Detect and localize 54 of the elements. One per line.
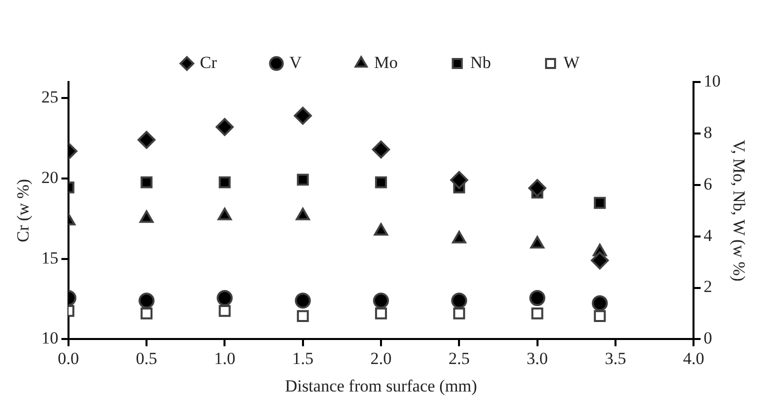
point: [531, 308, 544, 320]
legend-label: Nb: [470, 52, 492, 72]
point: [138, 130, 156, 149]
point: [530, 236, 544, 249]
point: [594, 310, 606, 322]
y-tick-label: 15: [41, 248, 58, 268]
point: [592, 295, 608, 312]
y2-tick-label: 6: [704, 174, 712, 194]
y2-tick-label: 4: [704, 226, 713, 245]
y2-tick-label: 2: [704, 277, 712, 296]
legend-label: Mo: [374, 52, 398, 72]
x-tick-label: 0.0: [58, 348, 80, 368]
y2-tick-label: 0: [704, 328, 712, 348]
point: [218, 304, 231, 317]
point: [375, 308, 387, 320]
point: [140, 308, 152, 320]
x-tick-label: 4.0: [682, 348, 704, 368]
x-tick-label: 1.0: [214, 348, 236, 368]
point: [590, 251, 609, 270]
point: [372, 140, 390, 159]
point: [594, 196, 606, 209]
point: [373, 292, 389, 309]
y2-axis-title: V, Mo, Nb, W (w %): [729, 140, 748, 282]
x-axis-title: Distance from surface (mm): [284, 376, 478, 396]
point: [453, 308, 466, 320]
x-tick-label: 2.5: [448, 348, 470, 368]
y2-tick-label: 10: [704, 71, 721, 90]
point: [294, 106, 312, 125]
legend-label: V: [289, 52, 302, 72]
x-tick-label: 2.0: [370, 348, 392, 368]
point: [528, 179, 546, 198]
x-tick-label: 3.5: [604, 348, 626, 368]
x-tick-label: 0.5: [136, 348, 158, 368]
y2-tick-label: 8: [704, 122, 712, 142]
point: [529, 290, 546, 306]
point: [140, 176, 152, 188]
point: [138, 292, 155, 309]
y-axis-title: Cr (w %): [14, 178, 33, 242]
point: [450, 171, 468, 190]
point: [451, 292, 468, 309]
y-tick-label: 20: [41, 168, 58, 187]
point: [294, 292, 311, 309]
point: [296, 310, 309, 322]
y-tick-label: 10: [41, 328, 58, 348]
point: [218, 176, 231, 188]
legend-label: Cr: [200, 52, 218, 72]
point: [216, 290, 233, 306]
point: [296, 174, 309, 186]
legend-label: W: [564, 52, 581, 72]
x-tick-label: 3.0: [526, 348, 548, 368]
point: [216, 118, 234, 136]
x-tick-label: 1.5: [292, 348, 314, 368]
point: [375, 176, 387, 188]
y-tick-label: 25: [41, 88, 58, 107]
